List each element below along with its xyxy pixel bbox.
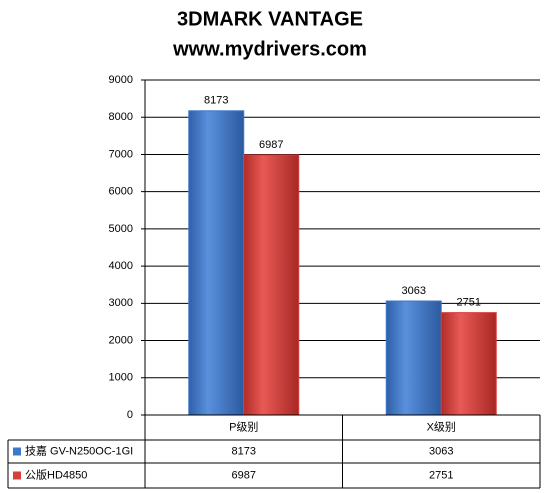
table-value: 3063 [429, 445, 453, 457]
y-tick-label: 3000 [109, 297, 133, 309]
data-label: 2751 [457, 297, 481, 309]
data-label: 6987 [259, 139, 283, 151]
y-tick-label: 9000 [109, 74, 133, 86]
y-tick-label: 4000 [109, 260, 133, 272]
y-tick-label: 5000 [109, 223, 133, 235]
data-label: 8173 [204, 95, 228, 107]
bar [440, 312, 497, 416]
y-tick-label: 6000 [109, 186, 133, 198]
table-value: 2751 [429, 469, 453, 481]
x-tick-label: X级别 [427, 420, 456, 433]
chart-title: 3DMARK VANTAGE [177, 8, 363, 30]
data-label: 3063 [402, 285, 426, 297]
y-tick-label: 1000 [109, 372, 133, 384]
bar [243, 154, 300, 416]
table-value: 8173 [232, 445, 256, 457]
chart-subtitle: www.mydrivers.com [172, 38, 367, 60]
legend-swatch [13, 447, 21, 456]
x-tick-label: P级别 [229, 420, 258, 433]
y-tick-label: 0 [127, 409, 133, 421]
table-value: 6987 [232, 469, 256, 481]
legend-label: 公版HD4850 [25, 467, 87, 481]
y-tick-label: 2000 [109, 334, 133, 346]
legend-swatch [13, 471, 21, 480]
y-tick-label: 7000 [109, 148, 133, 160]
legend-label: 技嘉 GV-N250OC-1GI [25, 443, 133, 457]
bar [188, 110, 245, 416]
bar [385, 300, 442, 416]
y-tick-label: 8000 [109, 111, 133, 123]
